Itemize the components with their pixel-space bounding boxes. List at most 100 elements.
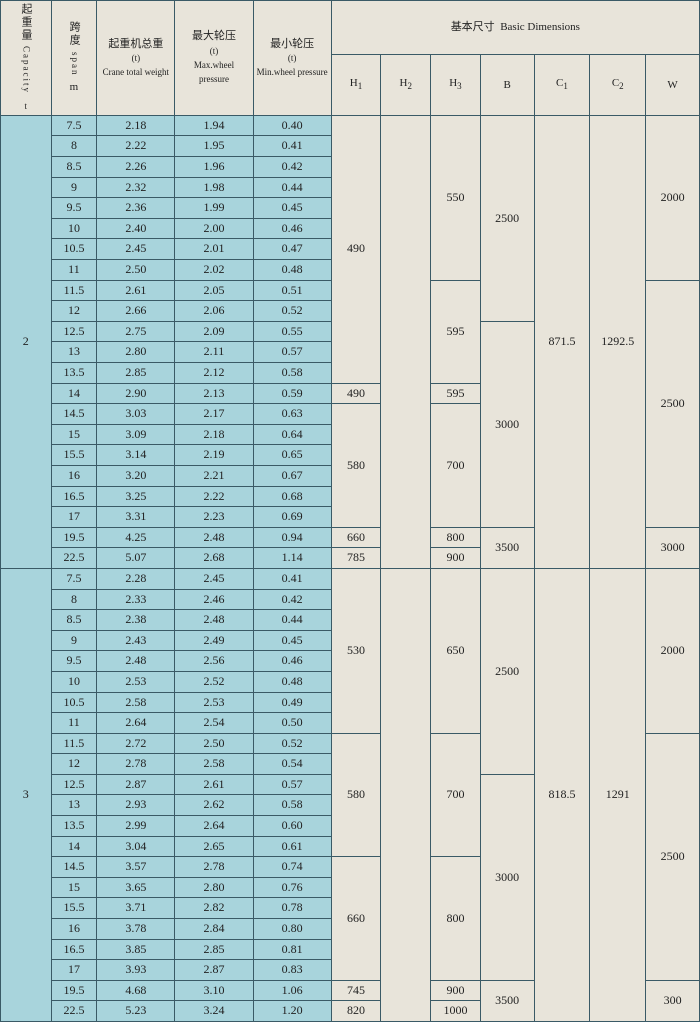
cell: 2.45 bbox=[175, 568, 253, 589]
cell: 0.68 bbox=[253, 486, 331, 507]
cell: 2.84 bbox=[175, 919, 253, 940]
cell: 2.40 bbox=[97, 218, 175, 239]
cell: 2.17 bbox=[175, 404, 253, 425]
cell: 0.64 bbox=[253, 424, 331, 445]
cell: 0.63 bbox=[253, 404, 331, 425]
cell: 3.78 bbox=[97, 919, 175, 940]
col-totalweight: 起重机总重 (t) Crane total weight bbox=[97, 1, 175, 116]
cell: 0.57 bbox=[253, 342, 331, 363]
cell: 9 bbox=[51, 177, 97, 198]
cell: 2.99 bbox=[97, 816, 175, 837]
capacity-zh: 起重量 bbox=[19, 3, 33, 42]
cell: 2.87 bbox=[97, 774, 175, 795]
cell: 1.14 bbox=[253, 548, 331, 569]
cell: 818.5 bbox=[534, 568, 590, 1021]
cell: 2.23 bbox=[175, 507, 253, 528]
cell: 2.82 bbox=[175, 898, 253, 919]
cell: 0.46 bbox=[253, 651, 331, 672]
cell: 14.5 bbox=[51, 404, 97, 425]
cell: 17 bbox=[51, 960, 97, 981]
cell: 3.14 bbox=[97, 445, 175, 466]
mp-unit: (t) bbox=[210, 46, 219, 56]
cell: 0.69 bbox=[253, 507, 331, 528]
cell: 2.13 bbox=[175, 383, 253, 404]
cell: 0.74 bbox=[253, 857, 331, 878]
col-capacity: 起重量 Capacity t bbox=[1, 1, 52, 116]
cell: 490 bbox=[331, 115, 381, 383]
cell: 0.54 bbox=[253, 754, 331, 775]
cell: 0.41 bbox=[253, 136, 331, 157]
cell: 0.51 bbox=[253, 280, 331, 301]
cell: 0.45 bbox=[253, 198, 331, 219]
cell: 2500 bbox=[480, 115, 534, 321]
cell: 2.46 bbox=[175, 589, 253, 610]
cell: 8.5 bbox=[51, 157, 97, 178]
cell: 2.65 bbox=[175, 836, 253, 857]
cell: 1.99 bbox=[175, 198, 253, 219]
cell: 11 bbox=[51, 260, 97, 281]
cell: 0.55 bbox=[253, 321, 331, 342]
cell: 3.71 bbox=[97, 898, 175, 919]
cell: 1291 bbox=[590, 568, 646, 1021]
cell: 2.64 bbox=[175, 816, 253, 837]
cell: 2.28 bbox=[97, 568, 175, 589]
cell: 2.48 bbox=[175, 610, 253, 631]
cell: 0.65 bbox=[253, 445, 331, 466]
cell: 4.25 bbox=[97, 527, 175, 548]
cell: 2.87 bbox=[175, 960, 253, 981]
cell: 660 bbox=[331, 857, 381, 981]
cell: 2500 bbox=[480, 568, 534, 774]
cell: 0.40 bbox=[253, 115, 331, 136]
cell: 11 bbox=[51, 713, 97, 734]
cell: 550 bbox=[431, 115, 481, 280]
cell: 2.19 bbox=[175, 445, 253, 466]
span-unit: m bbox=[70, 81, 79, 93]
cell: 1000 bbox=[431, 1001, 481, 1022]
cell: 3.03 bbox=[97, 404, 175, 425]
cell: 2.48 bbox=[97, 651, 175, 672]
cell: 3.25 bbox=[97, 486, 175, 507]
cell: 0.45 bbox=[253, 630, 331, 651]
cell: 2.02 bbox=[175, 260, 253, 281]
cell: 11.5 bbox=[51, 280, 97, 301]
spec-table: 起重量 Capacity t 跨度 span m 起重机总重 (t) Crane… bbox=[0, 0, 700, 1022]
cell: 900 bbox=[431, 980, 481, 1001]
cell: 0.52 bbox=[253, 733, 331, 754]
cell: 1.96 bbox=[175, 157, 253, 178]
cell: 800 bbox=[431, 857, 481, 981]
cell: 1.95 bbox=[175, 136, 253, 157]
cell: 0.49 bbox=[253, 692, 331, 713]
cell: 900 bbox=[431, 548, 481, 569]
cell: 7.5 bbox=[51, 115, 97, 136]
col-h2: H2 bbox=[381, 54, 431, 115]
cell: 0.48 bbox=[253, 260, 331, 281]
cell: 2.85 bbox=[175, 939, 253, 960]
cell: 2500 bbox=[646, 280, 700, 527]
cell: 0.94 bbox=[253, 527, 331, 548]
cell: 2.26 bbox=[97, 157, 175, 178]
cell: 2.43 bbox=[97, 630, 175, 651]
cell: 2.75 bbox=[97, 321, 175, 342]
cell: 595 bbox=[431, 383, 481, 404]
cell: 2.68 bbox=[175, 548, 253, 569]
cell: 15 bbox=[51, 424, 97, 445]
cell: 2.11 bbox=[175, 342, 253, 363]
cell: 3000 bbox=[646, 527, 700, 568]
col-w: W bbox=[646, 54, 700, 115]
cell: 580 bbox=[331, 404, 381, 528]
mp-en: Max.wheel pressure bbox=[194, 60, 234, 84]
cell: 2.36 bbox=[97, 198, 175, 219]
cell: 14 bbox=[51, 383, 97, 404]
mnp-en: Min.wheel pressure bbox=[257, 67, 328, 77]
cell: 0.57 bbox=[253, 774, 331, 795]
cell: 3.65 bbox=[97, 877, 175, 898]
cell: 0.80 bbox=[253, 919, 331, 940]
cell: 2.78 bbox=[175, 857, 253, 878]
col-minpressure: 最小轮压 (t) Min.wheel pressure bbox=[253, 1, 331, 116]
cell: 490 bbox=[331, 383, 381, 404]
cell: 2.32 bbox=[97, 177, 175, 198]
cell: 2.38 bbox=[97, 610, 175, 631]
cell: 2500 bbox=[646, 733, 700, 980]
table-body: 27.52.181.940.404905502500871.51292.5200… bbox=[1, 115, 700, 1021]
cell: 3.20 bbox=[97, 465, 175, 486]
